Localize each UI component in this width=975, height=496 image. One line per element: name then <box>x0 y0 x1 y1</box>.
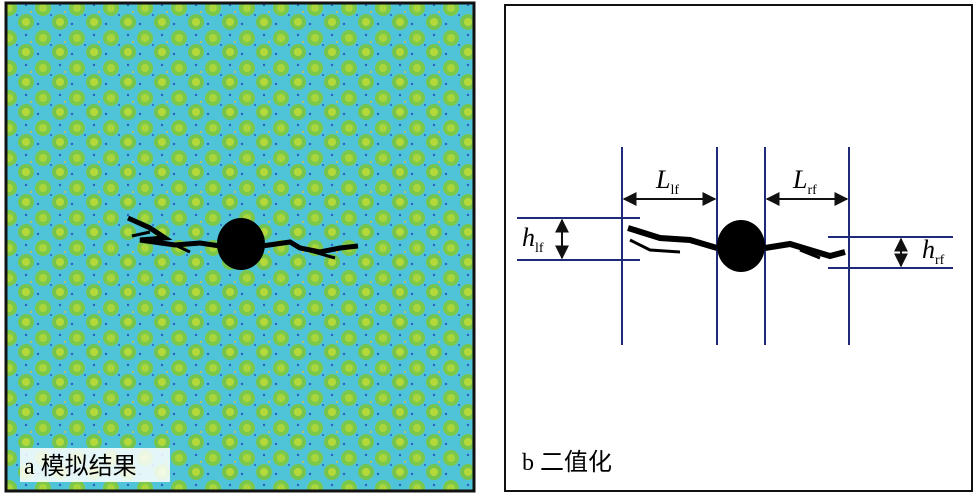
caption: b 二值化 <box>522 449 612 476</box>
hole <box>217 218 265 270</box>
caption: a 模拟结果 <box>24 453 137 480</box>
binary-crack-branch <box>629 238 821 260</box>
caption-bg <box>20 448 170 482</box>
label-h-lf: hlf <box>522 223 544 256</box>
dimension-arrows <box>555 192 908 268</box>
panel-b: Llf Lrf hlf hrf b 二值化 <box>504 4 973 492</box>
label-l-rf: Lrf <box>792 165 817 198</box>
binary-crack <box>627 225 846 260</box>
crack-branch <box>131 230 336 260</box>
panel-a: a 模拟结果 <box>4 1 476 493</box>
label-l-lf: Llf <box>655 165 679 198</box>
binary-hole <box>717 220 765 272</box>
label-h-rf: hrf <box>922 235 945 268</box>
